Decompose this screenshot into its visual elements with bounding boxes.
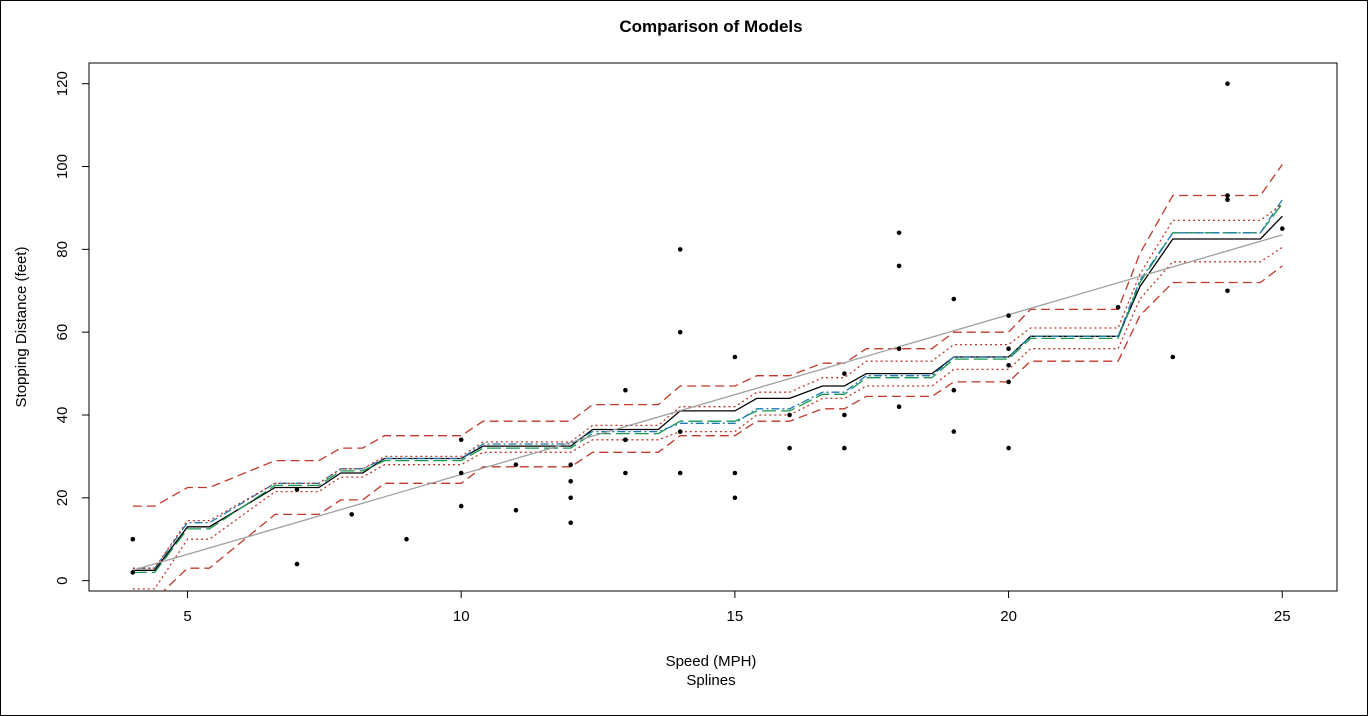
data-point <box>1225 81 1230 86</box>
y-axis-label: Stopping Distance (feet) <box>13 247 30 408</box>
series-line-3 <box>132 199 1283 569</box>
data-point <box>787 412 792 418</box>
x-tick-label: 10 <box>453 608 470 625</box>
data-point <box>1225 288 1230 294</box>
data-point <box>896 404 902 410</box>
points-layer <box>130 81 1285 575</box>
data-point <box>951 296 957 302</box>
y-tick-label: 80 <box>54 241 71 258</box>
data-point <box>623 470 628 476</box>
x-tick-label: 25 <box>1274 608 1291 625</box>
data-point <box>1006 346 1011 352</box>
data-point <box>732 495 738 501</box>
x-axis: 5 10 15 20 25 <box>183 590 1291 625</box>
data-point <box>951 429 957 434</box>
x-tick-label: 20 <box>1000 608 1017 625</box>
data-point <box>677 470 683 476</box>
data-point <box>568 462 573 468</box>
y-tick-label: 120 <box>54 71 71 96</box>
data-point <box>458 437 464 443</box>
data-point <box>842 445 847 451</box>
data-point <box>130 570 136 575</box>
series-line-6 <box>132 203 1283 569</box>
data-point <box>1170 354 1176 360</box>
series-line-5 <box>162 265 1283 591</box>
series-line-1 <box>132 215 1283 571</box>
y-tick-label: 20 <box>54 489 71 506</box>
data-point <box>896 346 902 352</box>
data-point <box>568 520 573 525</box>
data-point <box>513 507 519 513</box>
data-point <box>349 512 355 517</box>
data-point <box>1006 445 1011 451</box>
y-tick-label: 100 <box>54 154 71 179</box>
data-point <box>787 445 792 451</box>
series-line-7 <box>132 246 1283 590</box>
y-tick-label: 40 <box>54 407 71 424</box>
data-point <box>458 470 464 476</box>
x-tick-label: 5 <box>183 608 191 625</box>
chart-title: Comparison of Models <box>619 17 802 36</box>
data-point <box>623 437 628 443</box>
y-axis: 0 20 40 60 80 100 120 <box>54 71 90 585</box>
data-point <box>842 412 847 418</box>
data-point <box>1225 197 1230 202</box>
data-point <box>1006 379 1011 385</box>
data-point <box>1225 193 1230 198</box>
data-point <box>1006 313 1011 318</box>
y-tick-label: 60 <box>54 324 71 341</box>
data-point <box>1115 305 1121 310</box>
data-point <box>130 536 136 542</box>
data-point <box>568 495 573 501</box>
plot-area <box>88 62 1338 592</box>
y-tick-label: 0 <box>54 576 71 584</box>
data-point <box>896 230 902 236</box>
data-point <box>951 387 957 393</box>
series-line-8 <box>132 234 1283 571</box>
data-point <box>294 561 300 567</box>
data-point <box>294 487 300 492</box>
data-point <box>623 387 628 393</box>
chart-subtitle: Splines <box>686 672 735 689</box>
data-point <box>513 462 519 468</box>
data-point <box>732 470 738 476</box>
data-point <box>458 503 464 509</box>
series-line-2 <box>132 203 1283 574</box>
x-axis-label: Speed (MPH) <box>666 653 757 670</box>
data-point <box>732 354 738 360</box>
data-point <box>404 536 409 542</box>
data-point <box>677 329 683 335</box>
data-point <box>568 479 573 484</box>
data-point <box>1280 226 1285 231</box>
x-tick-label: 15 <box>727 608 744 625</box>
series-layer <box>132 164 1283 591</box>
series-line-4 <box>132 164 1283 507</box>
data-point <box>677 247 683 252</box>
data-point <box>1006 363 1011 368</box>
data-point <box>842 371 847 376</box>
data-point <box>677 429 683 434</box>
data-point <box>896 263 902 269</box>
